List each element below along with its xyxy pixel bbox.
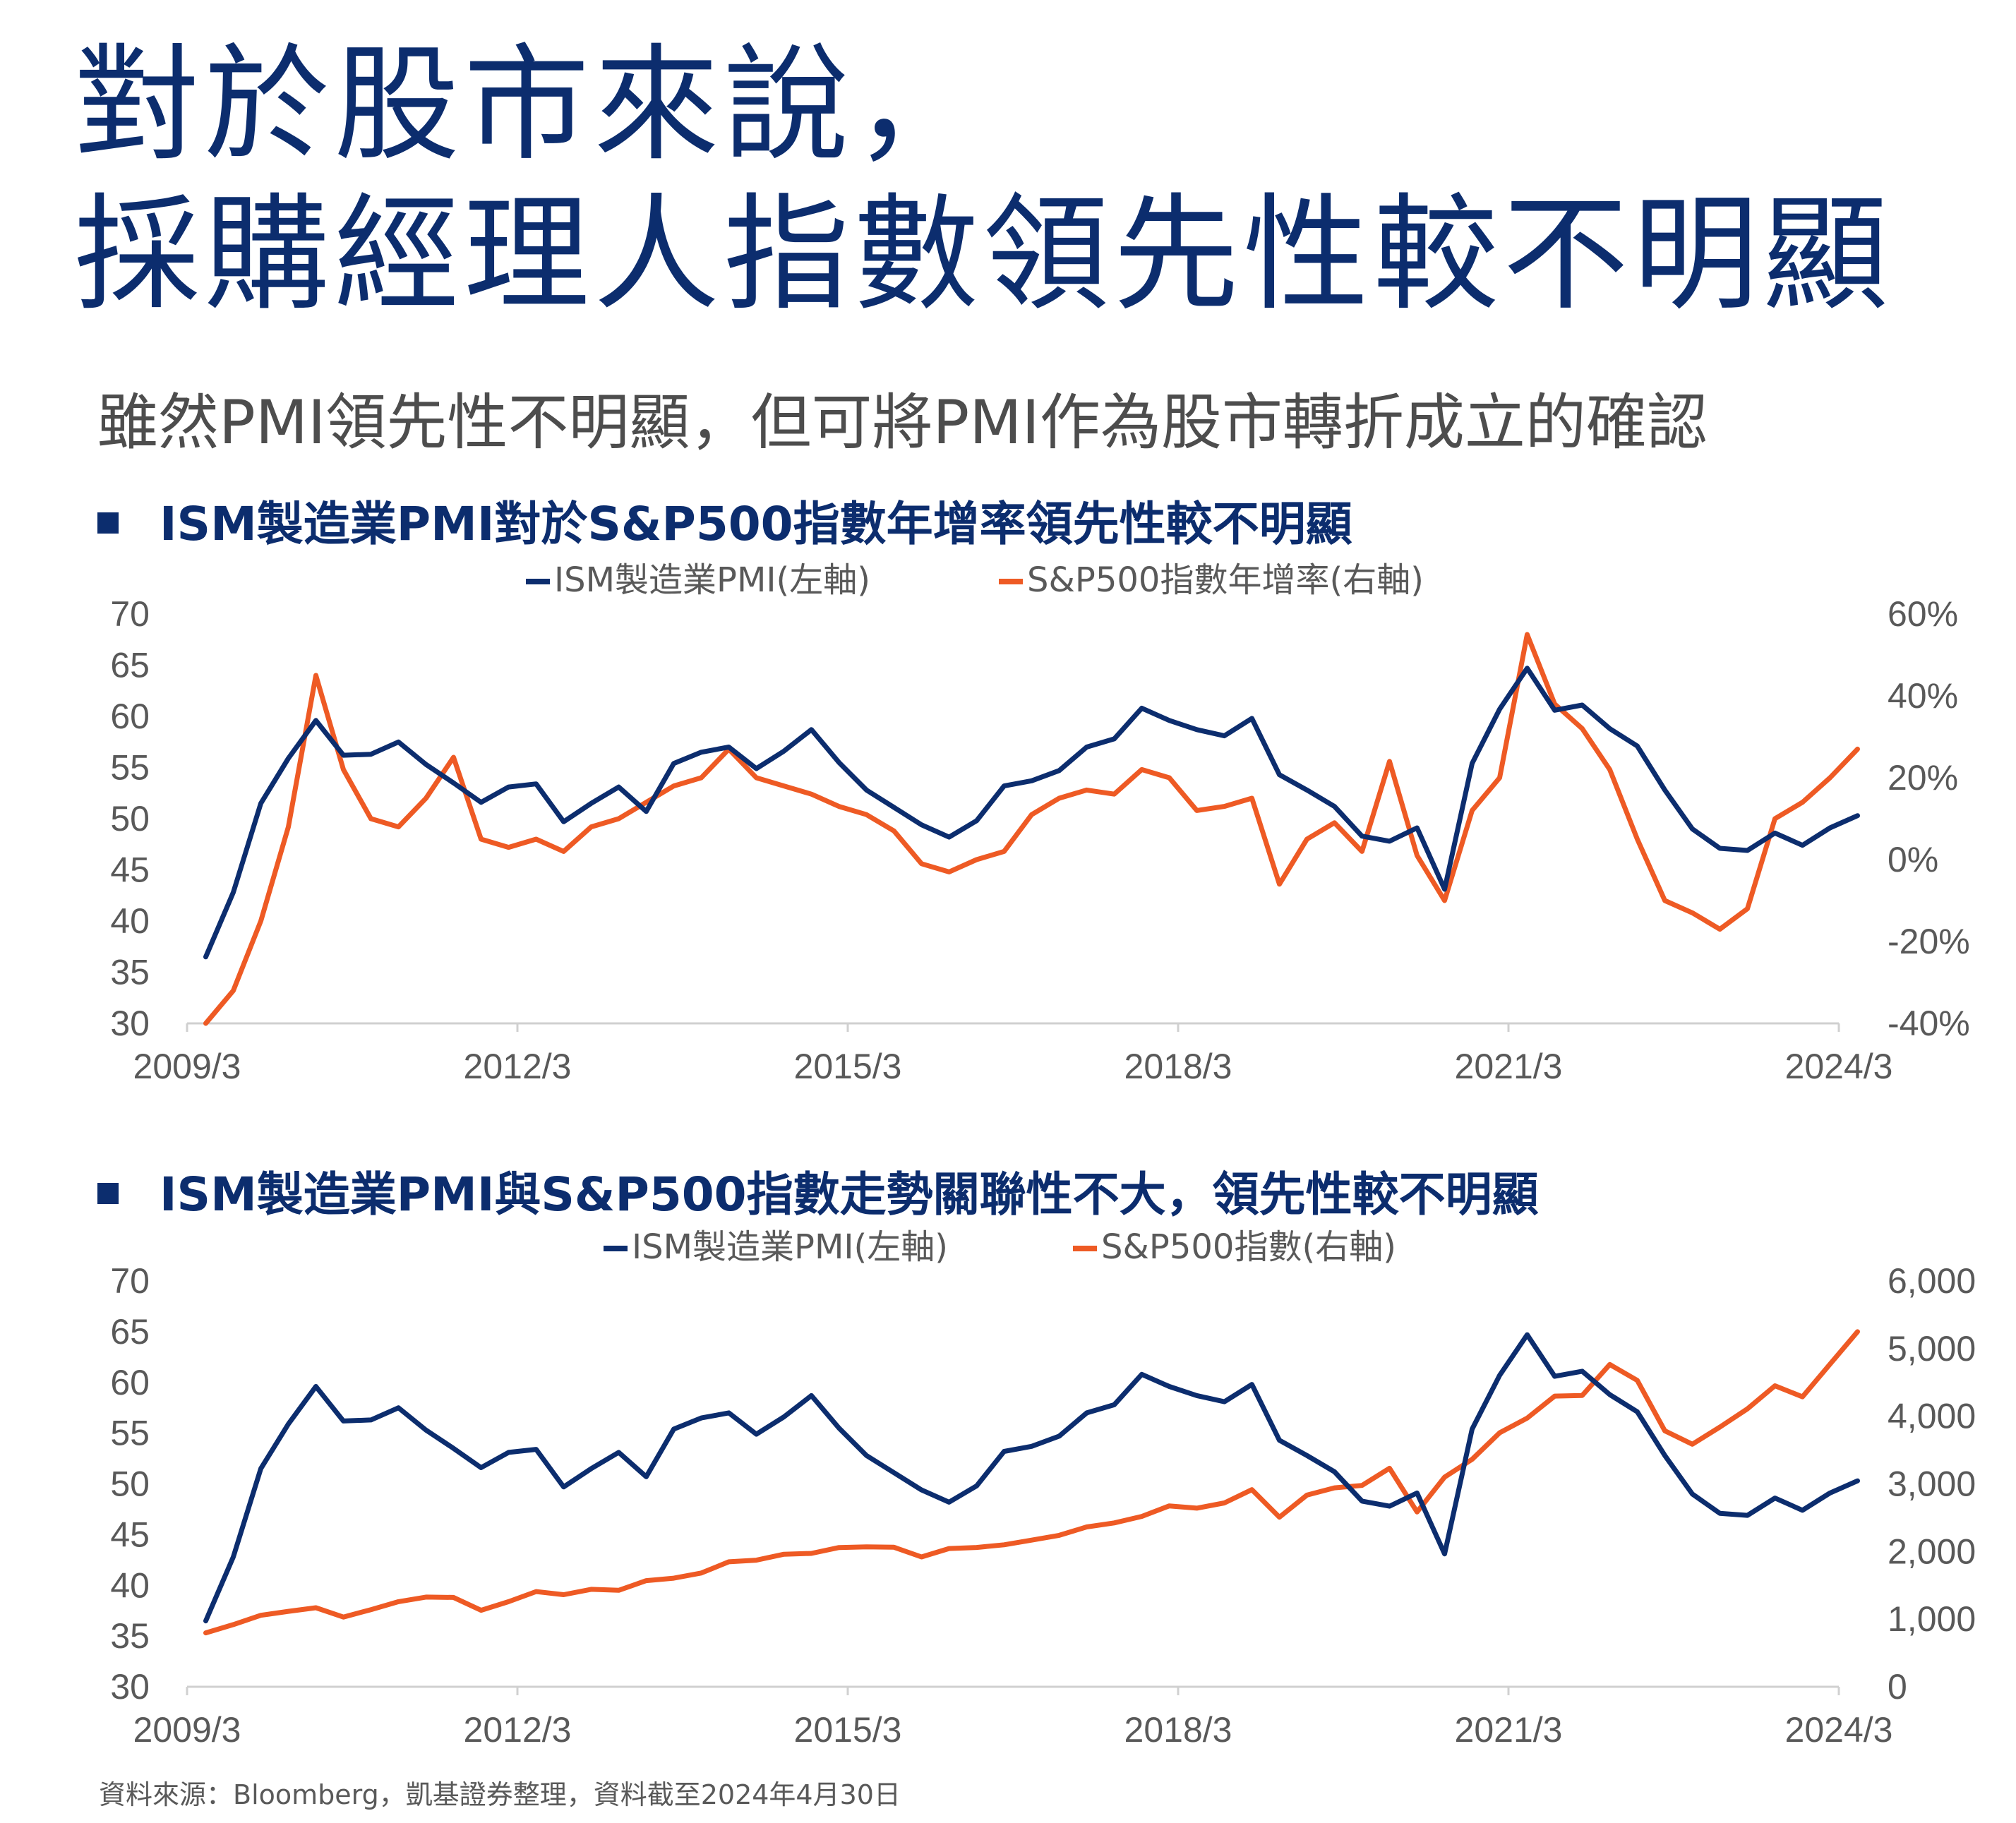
right-tick-label: 0% <box>1888 840 1938 879</box>
bullet-icon <box>97 1182 119 1204</box>
page-title-line-2: 採購經理人指數領先性較不明顯 <box>74 181 1892 327</box>
chart-1: 2009/3 2012/3 2015/3 2018/3 2021/3 2024/3 70 65… <box>110 560 1970 1086</box>
source-note: 資料來源：Bloomberg，凱基證券整理，資料截至2024年4月30日 <box>99 1779 901 1810</box>
legend-label: ISM製造業PMI(左軸) <box>632 1227 948 1267</box>
left-tick-label: 50 <box>110 799 150 838</box>
left-tick-label: 35 <box>110 953 150 992</box>
x-tick-label: 2018/3 <box>1124 1710 1232 1750</box>
x-tick-label: 2012/3 <box>464 1710 572 1750</box>
right-tick-label: 2,000 <box>1888 1532 1976 1571</box>
left-tick-label: 70 <box>110 1261 150 1301</box>
pmi-series-line <box>203 1332 1860 1624</box>
right-tick-label: 1,000 <box>1888 1599 1976 1639</box>
chart-2-heading: ISM製造業PMI與S&P500指數走勢關聯性不大，領先性較不明顯 <box>97 1172 1539 1218</box>
legend-label: S&P500指數(右軸) <box>1101 1227 1396 1267</box>
right-tick-label: -20% <box>1888 922 1970 961</box>
x-tick-label: 2015/3 <box>794 1710 902 1750</box>
right-tick-label: 4,000 <box>1888 1397 1976 1436</box>
x-tick-label: 2009/3 <box>133 1710 241 1750</box>
left-tick-label: 40 <box>110 901 150 941</box>
legend-label: ISM製造業PMI(左軸) <box>554 560 870 600</box>
left-tick-label: 30 <box>110 1004 150 1043</box>
x-tick-label: 2024/3 <box>1785 1047 1893 1086</box>
sp500-series-line <box>203 1329 1860 1636</box>
right-tick-label: 60% <box>1888 594 1958 634</box>
left-tick-label: 40 <box>110 1565 150 1605</box>
right-tick-label: -40% <box>1888 1004 1970 1043</box>
right-tick-label: 3,000 <box>1888 1464 1976 1504</box>
left-tick-label: 45 <box>110 850 150 890</box>
x-tick-label: 2021/3 <box>1455 1047 1563 1086</box>
right-tick-label: 40% <box>1888 676 1958 716</box>
left-tick-label: 60 <box>110 1363 150 1402</box>
right-tick-label: 6,000 <box>1888 1261 1976 1301</box>
left-tick-label: 60 <box>110 697 150 736</box>
left-tick-label: 70 <box>110 594 150 634</box>
x-tick-label: 2009/3 <box>133 1047 241 1086</box>
legend-label: S&P500指數年增率(右軸) <box>1027 560 1424 600</box>
right-tick-label: 5,000 <box>1888 1329 1976 1368</box>
left-tick-label: 30 <box>110 1667 150 1707</box>
chart-2-title: ISM製造業PMI與S&P500指數走勢關聯性不大，領先性較不明顯 <box>160 1167 1539 1222</box>
x-tick-label: 2015/3 <box>794 1047 902 1086</box>
left-tick-label: 65 <box>110 646 150 685</box>
left-tick-label: 55 <box>110 748 150 788</box>
left-tick-label: 65 <box>110 1312 150 1352</box>
left-tick-label: 50 <box>110 1464 150 1504</box>
left-tick-label: 45 <box>110 1515 150 1554</box>
page-title-line-1: 對於股市來說， <box>74 32 983 178</box>
chart-2: 2009/3 2012/3 2015/3 2018/3 2021/3 2024/3 70 65… <box>110 1227 1976 1750</box>
chart-1-heading: ISM製造業PMI對於S&P500指數年增率領先性較不明顯 <box>97 501 1352 548</box>
pmi-series-line <box>203 666 1860 960</box>
x-tick-label: 2018/3 <box>1124 1047 1232 1086</box>
page-subtitle: 雖然PMI領先性不明顯，但可將PMI作為股市轉折成立的確認 <box>97 387 1708 458</box>
left-tick-label: 55 <box>110 1414 150 1453</box>
right-tick-label: 0 <box>1888 1667 1907 1707</box>
chart-1-title: ISM製造業PMI對於S&P500指數年增率領先性較不明顯 <box>160 497 1352 551</box>
x-tick-label: 2012/3 <box>464 1047 572 1086</box>
left-tick-label: 35 <box>110 1616 150 1656</box>
bullet-icon <box>97 512 119 534</box>
x-tick-label: 2024/3 <box>1785 1710 1893 1750</box>
right-tick-label: 20% <box>1888 758 1958 798</box>
sp500-series-line <box>203 632 1860 1026</box>
x-tick-label: 2021/3 <box>1455 1710 1563 1750</box>
